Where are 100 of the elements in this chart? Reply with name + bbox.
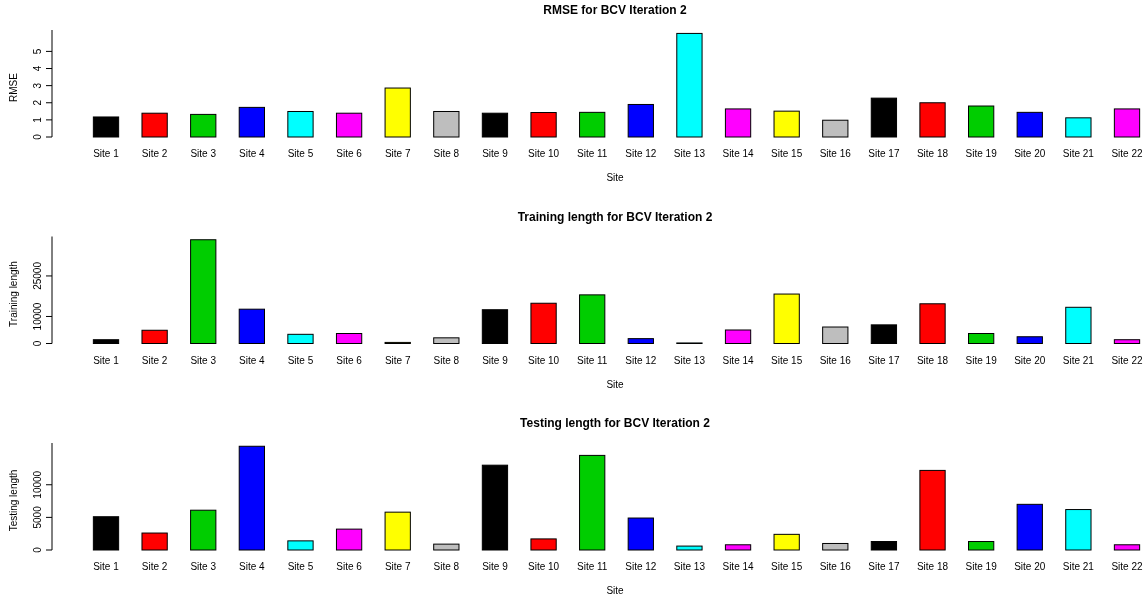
bar [968, 105, 995, 138]
bar [1016, 336, 1043, 344]
bar [1113, 544, 1141, 551]
x-tick-label: Site 21 [1062, 148, 1095, 159]
bar [141, 329, 168, 344]
y-axis-title: Training length [8, 261, 19, 327]
bar [968, 333, 995, 344]
bar [141, 532, 168, 551]
y-tick-label: 10000 [32, 302, 43, 331]
bar [870, 97, 898, 138]
bar [481, 309, 509, 344]
chart-title: Testing length for BCV Iteration 2 [520, 416, 711, 430]
bar [1065, 117, 1092, 138]
bar [384, 511, 411, 551]
x-tick-label: Site 8 [433, 561, 460, 572]
bar [1065, 509, 1092, 551]
x-tick-label: Site 8 [433, 148, 460, 159]
bar [190, 509, 217, 551]
bar [530, 538, 557, 551]
chart-title: RMSE for BCV Iteration 2 [543, 3, 687, 17]
bar [335, 112, 363, 138]
x-tick-label: Site 22 [1111, 148, 1143, 159]
x-tick-label: Site 3 [190, 354, 217, 366]
bar [433, 543, 460, 551]
x-tick-label: Site 19 [965, 561, 998, 572]
bar [335, 528, 363, 551]
x-tick-label: Site 2 [141, 561, 168, 572]
bar [870, 541, 898, 551]
y-tick-label: 4 [32, 65, 43, 72]
x-tick-label: Site 13 [673, 148, 706, 159]
bar [238, 106, 265, 138]
bar [773, 293, 800, 344]
x-tick-label: Site 19 [965, 354, 998, 366]
bar [1016, 503, 1043, 551]
x-tick-label: Site 20 [1014, 561, 1046, 572]
x-tick-label: Site 13 [673, 561, 706, 572]
bar [579, 294, 606, 344]
bar [287, 333, 314, 344]
y-tick-label: 1 [32, 116, 43, 123]
x-tick-label: Site 7 [384, 354, 411, 366]
x-tick-label: Site 16 [819, 561, 852, 572]
y-tick-label: 3 [32, 82, 43, 89]
x-tick-label: Site 22 [1111, 561, 1143, 572]
bar [92, 516, 120, 551]
x-axis-title: Site [606, 172, 625, 183]
bar [773, 533, 800, 551]
x-tick-label: Site 6 [336, 148, 363, 159]
x-tick-label: Site 4 [239, 561, 266, 572]
bar [238, 445, 265, 551]
x-tick-label: Site 12 [625, 148, 657, 159]
x-tick-label: Site 5 [287, 148, 314, 159]
y-tick-label: 0 [32, 546, 43, 553]
x-tick-label: Site 5 [287, 354, 314, 366]
x-tick-label: Site 9 [482, 354, 509, 366]
bar [141, 112, 168, 138]
x-tick-label: Site 14 [722, 354, 755, 366]
x-tick-label: Site 14 [722, 148, 755, 159]
x-tick-label: Site 20 [1014, 148, 1046, 159]
bar [919, 469, 946, 551]
bar [968, 541, 995, 551]
x-tick-label: Site 11 [577, 148, 608, 159]
bar [822, 119, 849, 138]
x-tick-label: Site 5 [287, 561, 314, 572]
bar [433, 337, 460, 344]
y-axis-title: Testing length [8, 469, 19, 532]
x-tick-label: Site 18 [916, 354, 949, 366]
bar [1113, 339, 1141, 344]
x-tick-label: Site 14 [722, 561, 755, 572]
x-tick-label: Site 1 [93, 148, 120, 159]
bar [724, 108, 752, 138]
x-tick-label: Site 15 [771, 354, 803, 366]
x-tick-label: Site 7 [384, 148, 411, 159]
x-tick-label: Site 11 [577, 354, 608, 366]
y-tick-label: 0 [32, 133, 43, 140]
x-tick-label: Site 19 [965, 148, 998, 159]
x-tick-label: Site 9 [482, 148, 509, 159]
x-tick-label: Site 21 [1062, 354, 1095, 366]
bar [1065, 306, 1092, 344]
bar [676, 545, 703, 551]
x-tick-label: Site 16 [819, 354, 852, 366]
y-tick-label: 25000 [32, 261, 43, 290]
x-tick-label: Site 17 [868, 354, 900, 366]
x-tick-label: Site 3 [190, 148, 217, 159]
bar [384, 87, 411, 138]
bar [627, 517, 654, 551]
y-tick-label: 5000 [32, 505, 43, 529]
x-tick-label: Site 12 [625, 354, 657, 366]
y-tick-label: 5 [32, 48, 43, 55]
y-tick-label: 2 [32, 99, 43, 106]
bar [481, 464, 509, 551]
x-tick-label: Site 7 [384, 561, 411, 572]
bar [919, 102, 946, 138]
x-tick-label: Site 17 [868, 561, 900, 572]
x-tick-label: Site 1 [93, 561, 120, 572]
bar [822, 542, 849, 551]
bar [238, 308, 265, 344]
x-tick-label: Site 10 [528, 354, 560, 366]
x-tick-label: Site 11 [577, 561, 608, 572]
x-tick-label: Site 13 [673, 354, 706, 366]
x-tick-label: Site 22 [1111, 354, 1143, 366]
